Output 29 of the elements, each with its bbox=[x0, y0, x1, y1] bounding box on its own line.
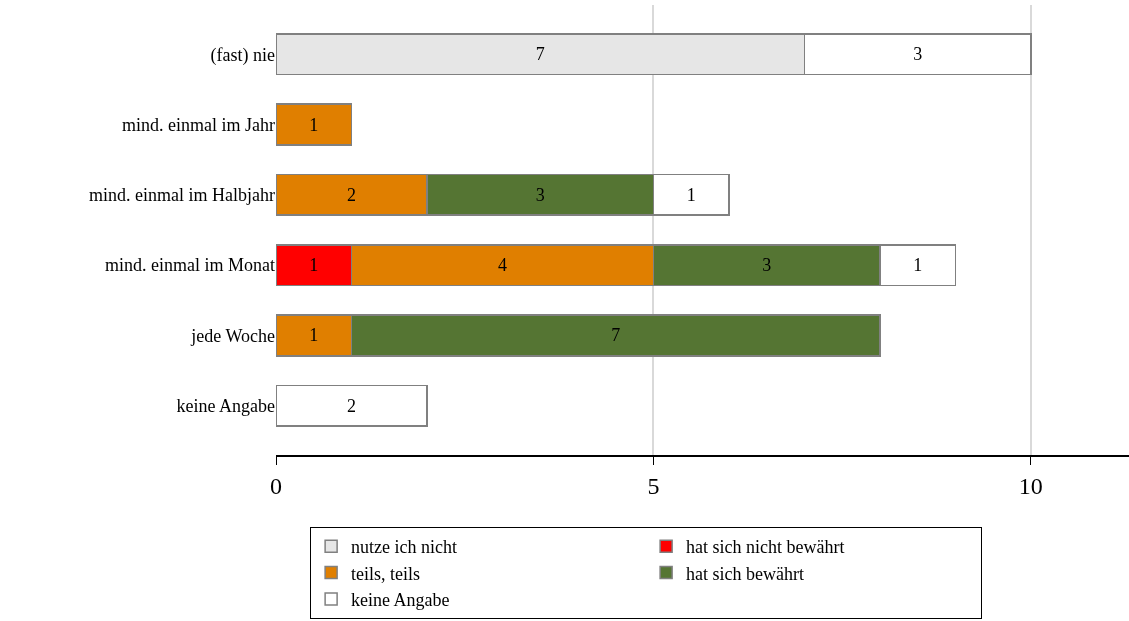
legend-label: teils, teils bbox=[351, 563, 421, 584]
data-label: 1 bbox=[686, 184, 696, 205]
data-label: 3 bbox=[762, 255, 772, 276]
data-label: 4 bbox=[497, 255, 507, 276]
legend-label: hat sich nicht bewährt bbox=[686, 537, 845, 558]
data-label: 1 bbox=[309, 325, 319, 346]
y-tick-label: keine Angabe bbox=[176, 396, 276, 417]
legend-label: nutze ich nicht bbox=[351, 537, 458, 558]
bar bbox=[276, 103, 353, 146]
bar bbox=[276, 384, 428, 427]
legend-label: hat sich bewährt bbox=[686, 563, 805, 584]
data-label: 7 bbox=[611, 325, 621, 346]
y-tick-label: mind. einmal im Jahr bbox=[122, 114, 275, 135]
x-tick-label: 5 bbox=[647, 472, 660, 499]
y-tick-label: mind. einmal im Monat bbox=[105, 255, 275, 276]
data-label: 1 bbox=[309, 255, 319, 276]
y-tick-label: (fast) nie bbox=[210, 44, 276, 66]
y-tick-label: mind. einmal im Halbjahr bbox=[89, 185, 275, 206]
data-label: 7 bbox=[535, 44, 545, 65]
data-label: 2 bbox=[346, 184, 356, 205]
legend-label: keine Angabe bbox=[351, 590, 450, 611]
data-label: 2 bbox=[346, 395, 356, 416]
data-label: 3 bbox=[913, 44, 923, 65]
x-tick-label: 0 bbox=[270, 472, 282, 499]
y-tick-label: jede Woche bbox=[190, 325, 275, 346]
data-label: 1 bbox=[913, 255, 923, 276]
x-tick-label: 10 bbox=[1018, 472, 1043, 499]
data-label: 3 bbox=[535, 184, 545, 205]
data-label: 1 bbox=[309, 114, 319, 135]
